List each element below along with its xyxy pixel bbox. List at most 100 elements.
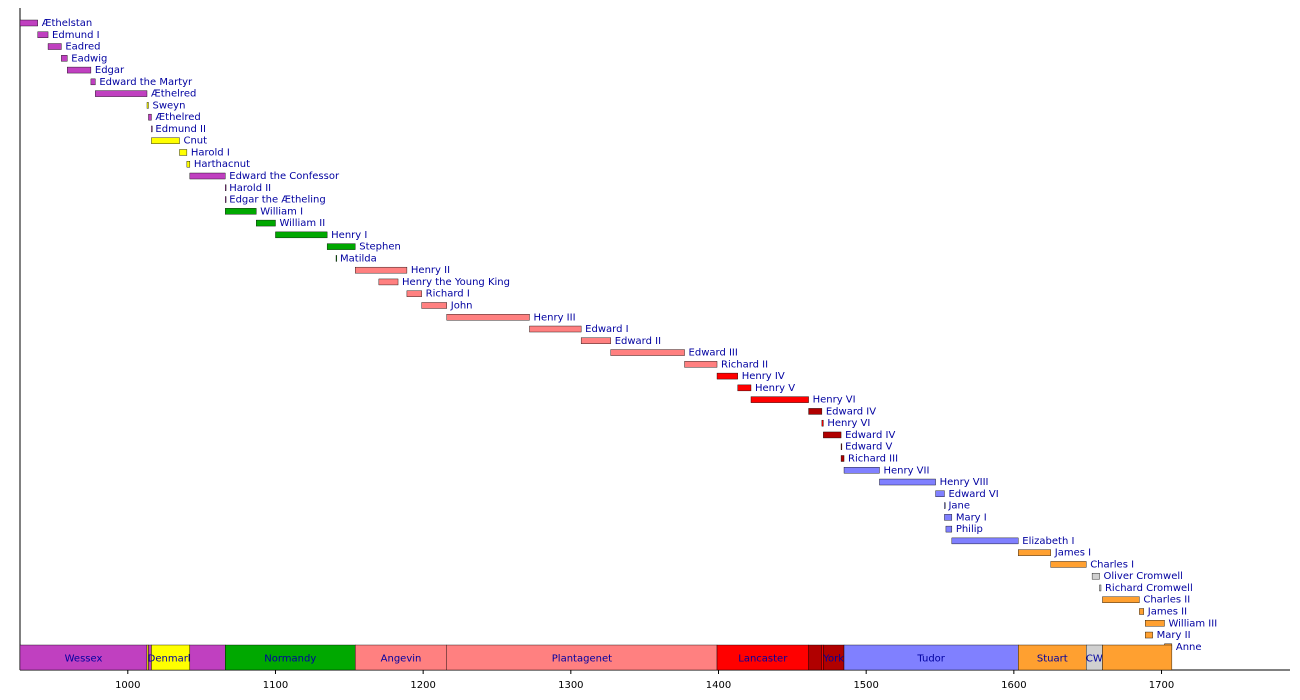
reign-bar — [95, 90, 148, 97]
monarch-label: Mary I — [956, 512, 987, 523]
monarch-label: Elizabeth I — [1022, 536, 1074, 547]
reign-bar — [843, 467, 880, 474]
reign-bar — [151, 125, 153, 133]
house-band — [843, 644, 1019, 671]
monarch-label: Edmund II — [155, 124, 206, 135]
reign-bar — [1091, 572, 1100, 580]
reign-bar — [840, 443, 843, 450]
reign-bar — [61, 55, 68, 62]
reign-bar — [840, 455, 845, 462]
reign-bar — [1050, 561, 1087, 568]
monarch-label: Sweyn — [152, 100, 185, 111]
reign-bar — [944, 514, 953, 521]
monarch-label: Matilda — [340, 253, 377, 264]
monarch-label: John — [450, 300, 473, 311]
monarch-label: Henry V — [755, 383, 795, 394]
reign-bar — [37, 31, 49, 38]
x-tick-label: 1300 — [558, 680, 583, 691]
x-tick-label: 1500 — [853, 680, 878, 691]
house-label: Denmark — [148, 654, 194, 665]
reign-bar — [808, 408, 823, 415]
house-band — [808, 644, 823, 671]
reign-bar — [446, 314, 530, 321]
x-tick-label: 1400 — [706, 680, 731, 691]
house-label: Lancaster — [738, 654, 788, 665]
monarch-label: Henry III — [533, 312, 575, 323]
monarch-label: Stephen — [359, 242, 401, 253]
reign-bar — [19, 19, 38, 27]
monarch-label: Æthelred — [151, 89, 196, 100]
monarch-label: Æthelstan — [42, 18, 93, 29]
monarch-label: William III — [1168, 618, 1217, 629]
monarch-label: Edward V — [845, 442, 892, 453]
reign-bar — [189, 172, 226, 180]
house-label: Stuart — [1037, 654, 1068, 665]
reign-bar — [146, 102, 149, 109]
monarch-label: Edward II — [615, 336, 661, 347]
reign-bar — [580, 337, 611, 344]
monarch-label: Edgar — [95, 65, 125, 76]
monarch-label: James II — [1147, 607, 1187, 618]
reign-bar — [823, 431, 842, 439]
reign-bar — [378, 278, 399, 286]
monarch-label: Henry VI — [813, 395, 856, 406]
house-label: Angevin — [381, 654, 422, 665]
monarch-label: Cnut — [183, 136, 207, 147]
reign-bar — [355, 266, 408, 274]
x-tick-label: 1000 — [115, 680, 140, 691]
monarch-label: Edward the Martyr — [99, 77, 193, 88]
monarch-label: William II — [279, 218, 325, 229]
monarch-label: Edgar the Ætheling — [229, 195, 325, 206]
reign-bar — [406, 290, 422, 297]
monarch-label: Richard III — [848, 453, 898, 464]
reign-bar — [256, 219, 276, 227]
reign-bar — [1145, 631, 1153, 639]
reign-bar — [821, 419, 824, 427]
reign-bar — [935, 490, 945, 497]
monarch-label: Edward the Confessor — [229, 171, 340, 182]
x-tick-label: 1200 — [410, 680, 435, 691]
monarch-label: Henry VI — [827, 418, 870, 429]
monarch-label: Edward IV — [845, 430, 895, 441]
monarch-label: Edward IV — [826, 406, 876, 417]
reign-bar — [944, 502, 946, 509]
reign-bar — [1102, 596, 1140, 603]
house-band — [355, 644, 447, 671]
monarch-label: Harold II — [229, 183, 271, 194]
monarch-label: Harold I — [191, 147, 230, 158]
monarch-label: Philip — [956, 524, 983, 535]
reign-bar — [326, 243, 356, 250]
monarch-label: William I — [260, 206, 303, 217]
reign-bar — [529, 325, 582, 333]
reign-bar — [275, 231, 328, 239]
monarch-label: Eadred — [65, 42, 100, 53]
monarch-label: Mary II — [1157, 630, 1191, 641]
reign-bar — [1018, 549, 1051, 556]
house-label: CW — [1086, 654, 1103, 665]
monarch-label: Anne — [1176, 642, 1202, 653]
house-band — [1018, 644, 1087, 671]
reign-bar — [67, 66, 92, 74]
reign-bar — [879, 478, 936, 486]
reign-bar — [47, 43, 62, 50]
monarch-label: Eadwig — [71, 53, 107, 64]
reign-bar — [1139, 608, 1145, 615]
reign-bar — [684, 361, 718, 368]
house-band — [189, 644, 226, 671]
reign-bar — [421, 302, 447, 309]
monarch-label: Richard I — [426, 289, 470, 300]
monarch-label: James I — [1054, 548, 1091, 559]
house-band — [1102, 644, 1173, 671]
monarch-label: Æthelred — [155, 112, 200, 123]
house-band — [19, 644, 148, 671]
reign-bar — [225, 196, 227, 203]
house-label: Normandy — [264, 654, 316, 665]
reign-bar — [186, 161, 191, 168]
reign-bar — [179, 149, 188, 156]
monarch-label: Henry II — [411, 265, 450, 276]
reign-bar — [148, 113, 152, 121]
monarch-label: Richard II — [721, 359, 768, 370]
monarch-label: Oliver Cromwell — [1104, 571, 1183, 582]
monarch-label: Edmund I — [52, 30, 100, 41]
monarch-label: Henry VIII — [940, 477, 989, 488]
